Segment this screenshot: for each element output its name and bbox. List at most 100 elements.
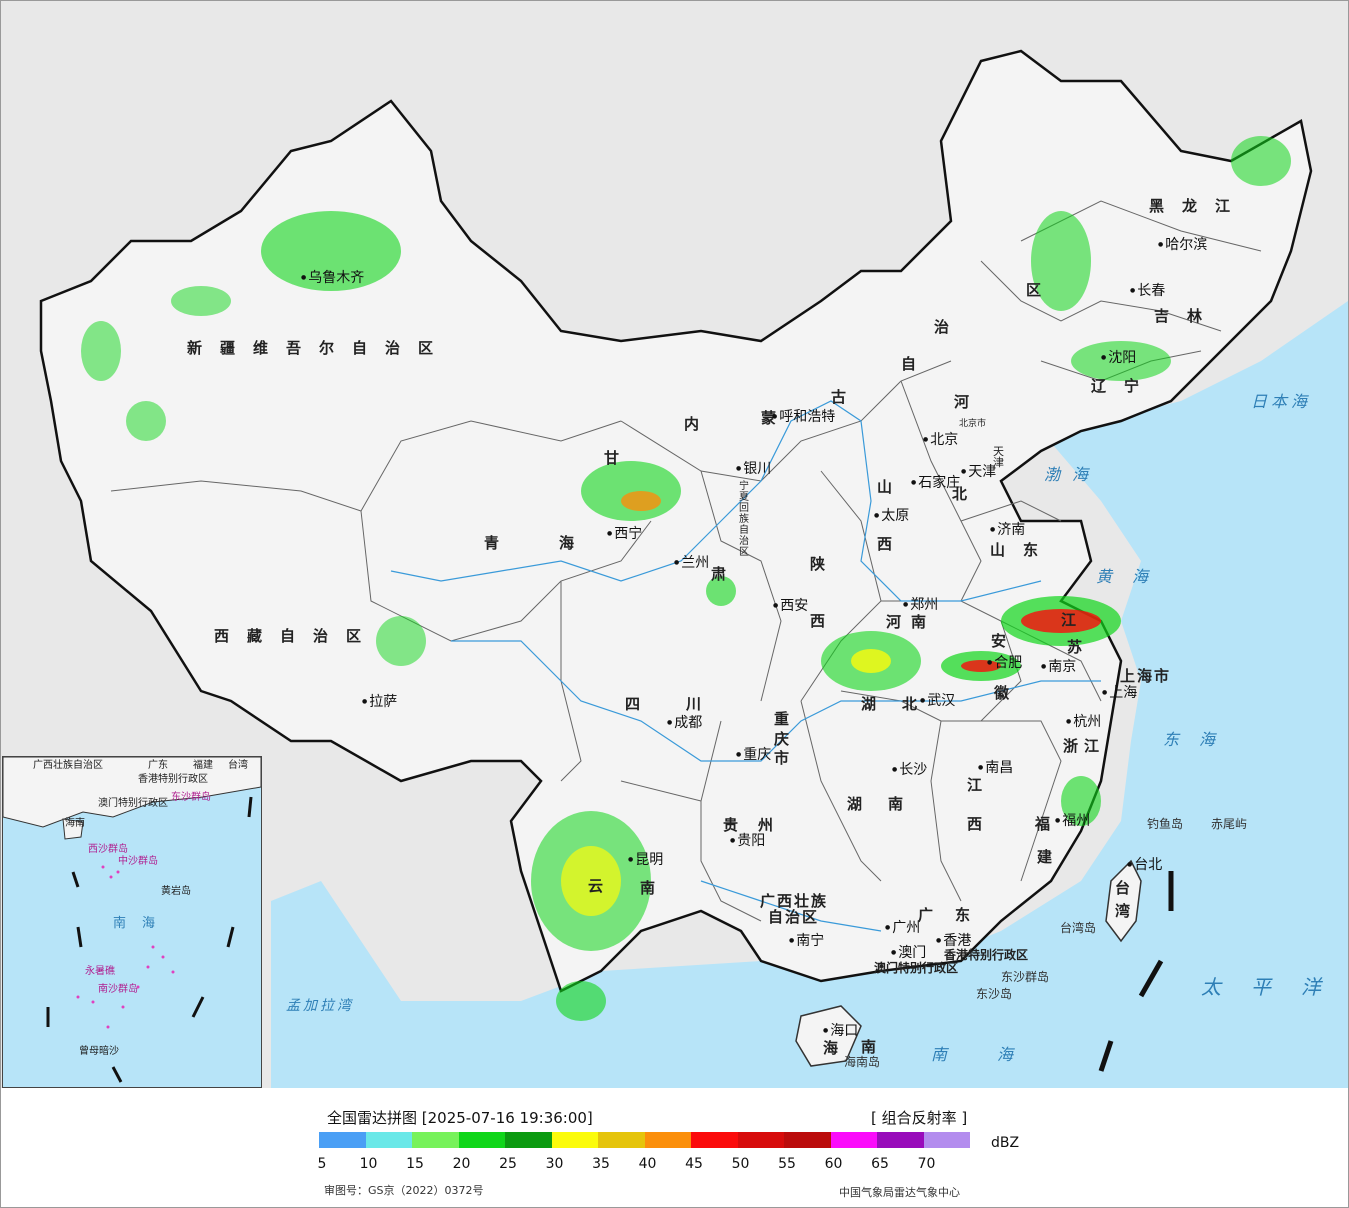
scale-tick-40: 40 — [638, 1156, 657, 1172]
city-nanchang[interactable]: 南昌 — [978, 761, 1013, 775]
province-yunnan-2: 南 — [640, 879, 674, 897]
city-nanjing[interactable]: 南京 — [1041, 660, 1076, 674]
inset-yongshu: 永暑礁 — [85, 966, 115, 977]
map-review-number: 审图号：GS京（2022）0372号 — [324, 1184, 484, 1197]
city-taiyuan[interactable]: 太原 — [874, 509, 909, 523]
city-chengdu[interactable]: 成都 — [667, 716, 702, 730]
color-swatch-12 — [877, 1132, 924, 1148]
scale-tick-20: 20 — [452, 1156, 471, 1172]
province-macau: 澳门特别行政区 — [874, 961, 959, 975]
city-shanghai[interactable]: 上海 — [1102, 686, 1137, 700]
city-zhengzhou[interactable]: 郑州 — [903, 598, 938, 612]
city-hohhot[interactable]: 呼和浩特 — [772, 410, 835, 424]
map-canvas — [39, 49, 1348, 1088]
province-jiangxi-2: 西 — [967, 815, 1001, 833]
radar-map[interactable]: 新疆维吾尔自治区 西藏自治区 青海 内 蒙 古 自 治 区 黑龙江 吉林 辽宁 … — [1, 1, 1348, 1088]
province-shanxi-1: 山 — [877, 478, 911, 496]
province-sichuan: 四川 — [625, 695, 748, 713]
city-harbin[interactable]: 哈尔滨 — [1158, 238, 1207, 252]
inset-zhongsha: 中沙群岛 — [118, 856, 158, 867]
scale-tick-30: 30 — [545, 1156, 564, 1172]
color-swatch-13 — [923, 1132, 970, 1148]
province-fujian-2: 建 — [1037, 848, 1071, 866]
color-swatch-0 — [319, 1132, 366, 1148]
province-yunnan-1: 云 — [588, 877, 622, 895]
city-changsha[interactable]: 长沙 — [892, 763, 927, 777]
province-shanghai: 上海市 — [1120, 667, 1172, 685]
city-beijing[interactable]: 北京 — [923, 433, 958, 447]
city-hongkong[interactable]: 香港 — [936, 934, 971, 948]
city-lanzhou[interactable]: 兰州 — [674, 556, 709, 570]
color-swatch-9 — [737, 1132, 784, 1148]
province-anhui-1: 安 — [991, 632, 1025, 650]
inset-fujian: 福建 — [193, 760, 213, 771]
inset-nanhai: 南海 — [113, 916, 172, 931]
province-tianjin: 天津 — [993, 445, 1004, 469]
city-shijiazhuang[interactable]: 石家庄 — [911, 476, 960, 490]
city-fuzhou[interactable]: 福州 — [1055, 814, 1090, 828]
province-jilin: 吉林 — [1154, 307, 1221, 325]
color-scale-ticks: 5 10 15 20 25 30 35 40 45 50 55 60 65 70 — [301, 1156, 951, 1174]
province-guizhou: 贵州 — [723, 816, 794, 834]
city-hefei[interactable]: 合肥 — [987, 656, 1022, 670]
scale-tick-45: 45 — [685, 1156, 703, 1172]
city-changchun[interactable]: 长春 — [1130, 284, 1165, 298]
city-xian[interactable]: 西安 — [773, 599, 808, 613]
rivers — [390, 400, 1101, 932]
scale-tick-50: 50 — [731, 1156, 750, 1172]
city-taibei[interactable]: 台北 — [1127, 858, 1162, 872]
city-guiyang[interactable]: 贵阳 — [730, 834, 765, 848]
credit-label: 中国气象局雷达气象中心 — [839, 1186, 960, 1199]
province-hebei-1: 河 — [954, 393, 988, 411]
province-hubei: 湖北 — [861, 695, 944, 713]
province-shaanxi-2: 西 — [810, 612, 844, 630]
province-chongqing: 重庆市 — [774, 710, 790, 767]
color-swatch-1 — [365, 1132, 412, 1148]
color-swatch-6 — [598, 1132, 645, 1148]
city-haikou[interactable]: 海口 — [823, 1024, 858, 1038]
inset-guangdong: 广东 — [148, 760, 168, 771]
inset-hongkong: 香港特别行政区 — [138, 774, 208, 785]
boundary-markers — [1098, 871, 1174, 1072]
sea-bohai: 渤海 — [1044, 465, 1101, 484]
scale-tick-60: 60 — [824, 1156, 843, 1172]
unit-label: dBZ — [991, 1135, 1020, 1151]
color-swatch-3 — [458, 1132, 505, 1148]
sea-huanghai: 黄海 — [1096, 567, 1169, 586]
province-guangxi-2: 自治区 — [768, 908, 820, 926]
province-neimenggu-6: 区 — [1026, 281, 1060, 299]
city-xining[interactable]: 西宁 — [607, 527, 642, 541]
city-tianjin[interactable]: 天津 — [961, 465, 996, 479]
city-jinan[interactable]: 济南 — [990, 523, 1025, 537]
taiwan-island — [1105, 859, 1142, 943]
province-hunan: 湖南 — [847, 795, 930, 813]
city-macau[interactable]: 澳门 — [891, 946, 926, 960]
city-wuhan[interactable]: 武汉 — [920, 694, 955, 708]
city-lhasa[interactable]: 拉萨 — [362, 695, 397, 709]
province-heilongjiang: 黑龙江 — [1149, 197, 1249, 215]
inset-taiwan: 台湾 — [228, 760, 248, 771]
province-jiangxi-1: 江 — [967, 776, 1001, 794]
color-swatch-7 — [644, 1132, 691, 1148]
scale-tick-35: 35 — [592, 1156, 610, 1172]
city-kunming[interactable]: 昆明 — [628, 853, 663, 867]
radar-echoes — [81, 136, 1291, 1021]
color-scale-bar — [319, 1132, 970, 1148]
inset-nansha: 南沙群岛 — [98, 984, 138, 995]
city-chongqing[interactable]: 重庆 — [736, 748, 771, 762]
color-swatch-2 — [412, 1132, 459, 1148]
city-guangzhou[interactable]: 广州 — [885, 921, 920, 935]
island-chiweiyu: 赤尾屿 — [1211, 817, 1248, 831]
city-hangzhou[interactable]: 杭州 — [1066, 715, 1101, 729]
province-neimenggu-1: 内 — [684, 415, 718, 433]
city-nanning[interactable]: 南宁 — [789, 934, 824, 948]
island-taiwandao: 台湾岛 — [1060, 921, 1097, 935]
sea-donghai: 东海 — [1163, 730, 1236, 749]
province-taiwan-2: 湾 — [1115, 902, 1149, 920]
city-urumqi[interactable]: 乌鲁木齐 — [301, 271, 364, 285]
city-yinchuan[interactable]: 银川 — [736, 462, 771, 476]
city-shenyang[interactable]: 沈阳 — [1101, 351, 1136, 365]
province-xizang: 西藏自治区 — [214, 627, 380, 645]
province-guangdong: 广东 — [918, 906, 993, 924]
